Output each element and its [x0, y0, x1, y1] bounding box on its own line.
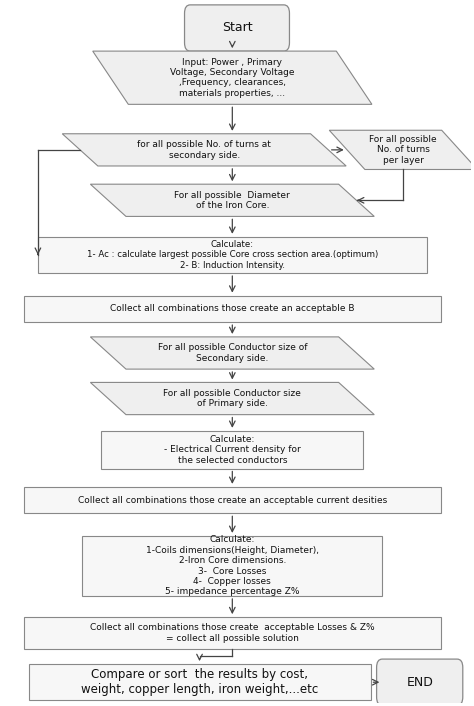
Text: Collect all combinations those create an acceptable current desities: Collect all combinations those create an… — [78, 496, 387, 505]
FancyBboxPatch shape — [24, 486, 441, 513]
Polygon shape — [93, 51, 372, 104]
Polygon shape — [91, 184, 374, 217]
FancyBboxPatch shape — [101, 431, 364, 469]
Polygon shape — [62, 133, 346, 166]
Text: for all possible No. of turns at
secondary side.: for all possible No. of turns at seconda… — [137, 140, 271, 160]
Polygon shape — [91, 383, 374, 414]
FancyBboxPatch shape — [82, 536, 382, 596]
Text: Calculate:
1-Coils dimensions(Height, Diameter),
2-Iron Core dimensions.
3-  Cor: Calculate: 1-Coils dimensions(Height, Di… — [146, 535, 319, 597]
Text: For all possible Conductor size of
Secondary side.: For all possible Conductor size of Secon… — [157, 343, 307, 363]
FancyBboxPatch shape — [377, 659, 463, 705]
FancyBboxPatch shape — [28, 664, 371, 700]
FancyBboxPatch shape — [24, 296, 441, 322]
Text: For all possible  Diameter
of the Iron Core.: For all possible Diameter of the Iron Co… — [174, 191, 290, 210]
Text: Calculate:
- Electrical Current density for
the selected conductors: Calculate: - Electrical Current density … — [164, 435, 301, 465]
Text: Input: Power , Primary
Voltage, Secondary Voltage
,Frequency, clearances,
materi: Input: Power , Primary Voltage, Secondar… — [170, 58, 294, 98]
Text: For all possible
No. of turns
per layer: For all possible No. of turns per layer — [370, 135, 437, 164]
FancyBboxPatch shape — [24, 617, 441, 650]
Polygon shape — [91, 337, 374, 369]
Text: Collect all combinations those create an acceptable B: Collect all combinations those create an… — [110, 304, 355, 313]
FancyBboxPatch shape — [184, 5, 290, 51]
Text: Calculate:
1- Ac : calculate largest possible Core cross section area.(optimum)
: Calculate: 1- Ac : calculate largest pos… — [87, 240, 378, 270]
Polygon shape — [329, 131, 474, 169]
Text: Start: Start — [222, 21, 252, 35]
FancyBboxPatch shape — [38, 237, 427, 273]
Text: END: END — [406, 676, 433, 689]
Text: For all possible Conductor size
of Primary side.: For all possible Conductor size of Prima… — [164, 389, 301, 408]
Text: Compare or sort  the results by cost,
weight, copper length, iron weight,...etc: Compare or sort the results by cost, wei… — [81, 668, 318, 696]
Text: Collect all combinations those create  acceptable Losses & Z%
= collect all poss: Collect all combinations those create ac… — [90, 623, 374, 643]
